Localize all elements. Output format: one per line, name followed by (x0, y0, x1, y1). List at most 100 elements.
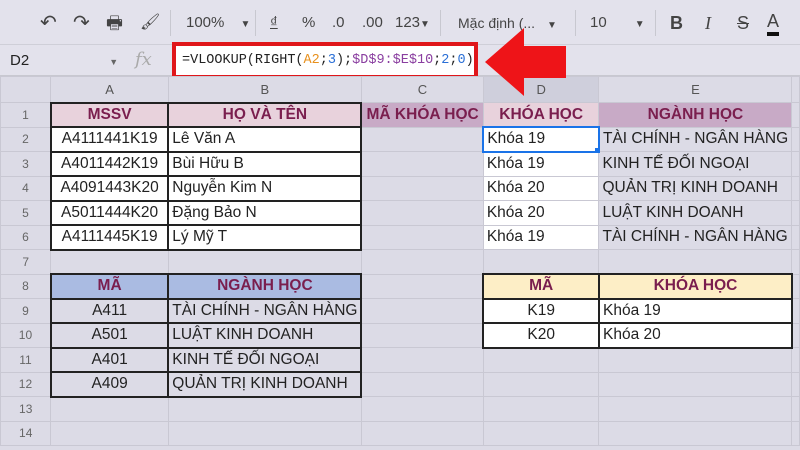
empty-cell[interactable] (360, 298, 484, 324)
empty-cell[interactable] (50, 420, 169, 446)
column-header-a[interactable]: A (50, 76, 169, 103)
row-header[interactable]: 13 (0, 396, 52, 422)
row-header[interactable]: 8 (0, 273, 52, 299)
empty-cell[interactable] (360, 396, 484, 422)
empty-cell[interactable] (360, 347, 484, 373)
header-ma[interactable]: MÃ (482, 273, 600, 300)
print-button[interactable]: 🖶 (106, 13, 123, 33)
header-ho-ten[interactable]: HỌ VÀ TÊN (167, 101, 363, 128)
column-header-f[interactable] (791, 76, 800, 103)
empty-cell[interactable] (598, 420, 793, 446)
cell[interactable]: Khóa 19 (482, 224, 600, 250)
italic-button[interactable]: I (705, 13, 711, 33)
cell[interactable]: A501 (49, 322, 170, 349)
column-header-b[interactable]: B (167, 76, 362, 103)
empty-cell[interactable] (360, 249, 484, 275)
header-khoa-hoc[interactable]: KHÓA HỌC (482, 102, 600, 128)
decrease-decimal-button[interactable]: .0 (332, 14, 345, 31)
cell[interactable]: Lê Văn A (167, 126, 363, 153)
cell[interactable]: KINH TẾ ĐỐI NGOẠI (598, 151, 793, 177)
cell[interactable]: A4011442K19 (49, 150, 170, 177)
row-header[interactable]: 4 (0, 175, 52, 201)
cell[interactable]: A409 (49, 371, 170, 398)
paint-format-button[interactable]: 🖌 (140, 14, 161, 31)
row-header[interactable]: 6 (0, 224, 52, 250)
cell[interactable] (360, 200, 484, 226)
empty-cell[interactable] (50, 249, 169, 275)
empty-cell[interactable] (167, 420, 362, 446)
cell[interactable]: A4111441K19 (49, 126, 170, 153)
cell[interactable]: Khóa 20 (482, 200, 600, 226)
name-box[interactable]: D2 ▼ (10, 52, 118, 69)
redo-button[interactable]: ↷ (73, 12, 90, 34)
strikethrough-button[interactable]: S (737, 13, 750, 33)
header-nganh-hoc[interactable]: NGÀNH HỌC (167, 273, 363, 300)
column-header-c[interactable]: C (360, 76, 484, 103)
header-ma-khoa-hoc[interactable]: MÃ KHÓA HỌC (360, 102, 484, 128)
empty-cell[interactable] (482, 347, 600, 373)
cell[interactable]: Khóa 19 (597, 297, 793, 324)
empty-cell[interactable] (167, 249, 362, 275)
empty-cell[interactable] (598, 396, 793, 422)
empty-cell[interactable] (360, 322, 484, 348)
cell[interactable]: A401 (49, 346, 170, 373)
cell[interactable]: A4091443K20 (49, 175, 170, 202)
cell[interactable]: Khóa 20 (482, 175, 600, 201)
zoom-select[interactable]: 100% ▼ (186, 10, 250, 36)
active-cell[interactable]: Khóa 19 (482, 126, 600, 153)
row-header[interactable]: 10 (0, 322, 52, 348)
row-header[interactable]: 1 (0, 102, 52, 128)
empty-cell[interactable] (360, 273, 484, 299)
row-header[interactable]: 9 (0, 298, 52, 324)
cell[interactable] (360, 224, 484, 250)
font-select[interactable]: Mặc định (... ▼ (458, 10, 557, 36)
number-format-select[interactable]: 123▼ (395, 10, 430, 36)
empty-cell[interactable] (482, 371, 600, 397)
formula-input[interactable]: =VLOOKUP(RIGHT(A2;3);$D$9:$E$10;2;0) (172, 42, 478, 79)
cell[interactable]: TÀI CHÍNH - NGÂN HÀNG (598, 224, 793, 250)
header-nganh-hoc[interactable]: NGÀNH HỌC (598, 102, 793, 128)
select-all-corner[interactable] (0, 76, 52, 103)
cell[interactable]: A5011444K20 (49, 199, 170, 226)
empty-cell[interactable] (482, 249, 600, 275)
fill-handle[interactable] (594, 147, 597, 150)
bold-button[interactable]: B (670, 13, 683, 33)
cell[interactable]: TÀI CHÍNH - NGÂN HÀNG (167, 297, 363, 324)
row-header[interactable]: 3 (0, 151, 52, 177)
empty-cell[interactable] (360, 371, 484, 397)
empty-cell[interactable] (50, 396, 169, 422)
cell[interactable]: A411 (49, 297, 170, 324)
column-header-e[interactable]: E (598, 76, 793, 103)
cell[interactable]: LUẬT KINH DOANH (167, 322, 363, 349)
cell[interactable]: K20 (482, 322, 600, 349)
increase-decimal-button[interactable]: .00 (362, 14, 383, 31)
cell[interactable] (360, 151, 484, 177)
cell[interactable]: KINH TẾ ĐỐI NGOẠI (167, 346, 363, 373)
row-header[interactable]: 5 (0, 200, 52, 226)
empty-cell[interactable] (360, 420, 484, 446)
undo-button[interactable]: ↶ (40, 12, 57, 34)
cell[interactable]: Bùi Hữu B (167, 150, 363, 177)
empty-cell[interactable] (482, 396, 600, 422)
font-size-select[interactable]: 10 ▼ (590, 10, 645, 36)
row-header[interactable]: 11 (0, 347, 52, 373)
row-header[interactable]: 2 (0, 126, 52, 152)
cell[interactable]: QUẢN TRỊ KINH DOANH (598, 175, 793, 201)
header-ma[interactable]: MÃ (49, 273, 170, 300)
cell[interactable]: Nguyễn Kim N (167, 175, 363, 202)
row-header[interactable]: 7 (0, 249, 52, 275)
cell[interactable]: TÀI CHÍNH - NGÂN HÀNG (598, 126, 793, 152)
empty-cell[interactable] (598, 347, 793, 373)
empty-cell[interactable] (598, 249, 793, 275)
cell[interactable]: Khóa 19 (482, 151, 600, 177)
cell[interactable]: Lý Mỹ T (167, 224, 363, 251)
header-mssv[interactable]: MSSV (49, 101, 170, 128)
cell[interactable]: LUẬT KINH DOANH (598, 200, 793, 226)
percent-button[interactable]: % (302, 14, 316, 31)
cell[interactable] (360, 175, 484, 201)
cell[interactable] (360, 126, 484, 152)
cell[interactable]: K19 (482, 297, 600, 324)
text-color-button[interactable]: A (767, 10, 780, 36)
row-header[interactable]: 14 (0, 420, 52, 446)
cell[interactable]: A4111445K19 (49, 224, 170, 251)
